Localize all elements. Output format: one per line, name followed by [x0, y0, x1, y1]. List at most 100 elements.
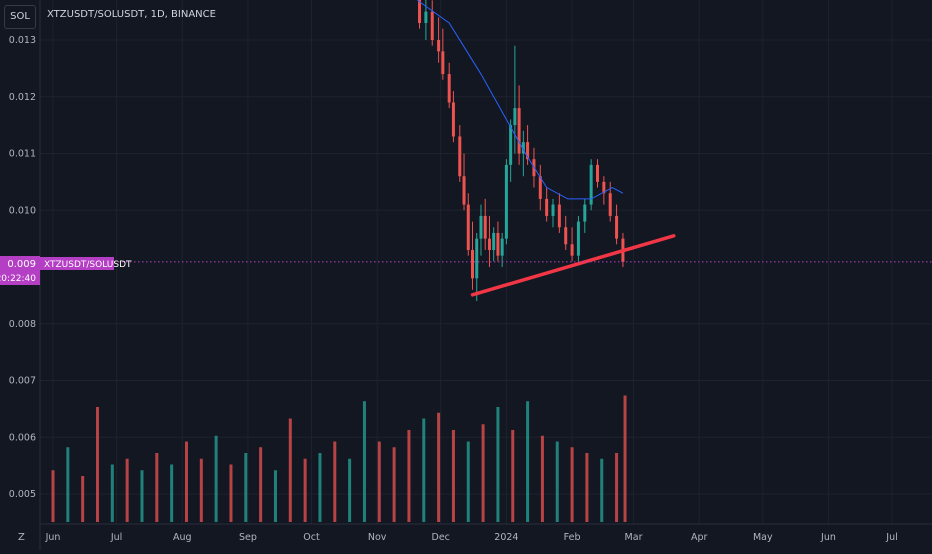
x-tick-label: Feb	[564, 532, 581, 543]
volume-bar	[496, 407, 500, 522]
volume-bar	[407, 430, 411, 522]
volume-bar	[585, 453, 589, 522]
candle-body	[596, 164, 600, 182]
x-tick-label: Apr	[691, 532, 708, 543]
volume-bar	[51, 470, 55, 522]
candle-body	[451, 102, 455, 137]
y-tick-label: 0.013	[9, 35, 36, 46]
volume-bar	[184, 441, 188, 522]
volume-bar	[110, 464, 114, 522]
time-zone-button[interactable]: Z	[18, 532, 25, 543]
y-tick-label: 0.006	[9, 432, 36, 443]
candle-body	[447, 74, 451, 103]
last-price-value: 0.009	[7, 259, 36, 270]
candle-body	[517, 108, 521, 154]
volume-bar	[155, 453, 159, 522]
time-axis[interactable]: Jun Jul Aug Sep Oct Nov Dec 2024 Feb Mar Apr May Jun…	[40, 523, 932, 543]
volume-bar	[140, 470, 144, 522]
x-tick-label: Jun	[820, 532, 836, 543]
volume-bar	[66, 447, 70, 522]
volume-bar	[526, 401, 530, 522]
candle-body	[504, 164, 508, 239]
candle-body	[615, 215, 619, 239]
y-tick-label: 0.008	[9, 319, 36, 330]
volume-bars	[51, 395, 627, 522]
volume-bar	[333, 441, 337, 522]
x-tick-label: Sep	[239, 532, 257, 543]
candle-body	[557, 204, 561, 228]
volume-bar	[540, 435, 544, 522]
price-countdown: 20:22:40	[0, 274, 36, 284]
x-tick-label: Dec	[432, 532, 450, 543]
volume-bar	[437, 412, 441, 522]
candle-body	[466, 204, 470, 250]
candle-body	[441, 51, 445, 75]
y-tick-label: 0.005	[9, 489, 36, 500]
x-tick-label: Aug	[173, 532, 192, 543]
x-tick-label: Jul	[110, 532, 122, 543]
chart-header: SOL XTZUSDT/SOLUSDT, 1D, BINANCE	[0, 0, 932, 30]
chart-title: XTZUSDT/SOLUSDT, 1D, BINANCE	[47, 9, 216, 20]
candle-body	[526, 142, 530, 160]
volume-bar	[392, 447, 396, 522]
candle-body	[513, 108, 517, 126]
candle-body	[538, 176, 542, 199]
volume-bar	[451, 430, 455, 522]
y-tick-label: 0.010	[9, 205, 36, 216]
volume-bar	[214, 435, 218, 522]
y-tick-label: 0.011	[9, 149, 36, 160]
candle-body	[487, 238, 491, 250]
candle-body	[608, 193, 612, 216]
volume-bar	[229, 464, 233, 522]
volume-bar	[623, 395, 627, 522]
candle-body	[589, 164, 593, 205]
candle-body	[492, 232, 496, 250]
candle-body	[496, 232, 500, 256]
support-trendline	[470, 234, 676, 297]
candle-body	[545, 198, 549, 216]
price-marker-symbol: XTZUSDT/SOLUSDT	[44, 260, 132, 270]
x-tick-label: Nov	[368, 532, 387, 543]
symbol-search-button[interactable]: SOL	[4, 5, 36, 29]
candle-body	[509, 125, 513, 165]
volume-bar	[466, 441, 470, 522]
candle-body	[418, 0, 422, 23]
x-tick-label: Jul	[885, 532, 897, 543]
volume-bar	[81, 476, 85, 522]
y-tick-label: 0.007	[9, 376, 36, 387]
volume-bar	[170, 464, 174, 522]
candle-body	[576, 221, 580, 256]
volume-bar	[615, 453, 619, 522]
candle-body	[475, 238, 479, 279]
volume-bar	[199, 458, 203, 522]
trendline-drawing[interactable]	[470, 234, 676, 297]
volume-bar	[422, 418, 426, 522]
volume-bar	[125, 458, 129, 522]
x-tick-label: Jun	[45, 532, 61, 543]
candle-body	[471, 249, 474, 279]
volume-bar	[273, 470, 277, 522]
volume-bar	[570, 447, 574, 522]
candle-body	[479, 215, 483, 239]
candle-body	[602, 181, 606, 194]
candle-body	[551, 204, 555, 216]
volume-bar	[600, 458, 604, 522]
volume-bar	[95, 407, 99, 522]
candle-body	[583, 204, 587, 222]
volume-bar	[481, 424, 485, 522]
x-tick-label: May	[753, 532, 773, 543]
candle-body	[437, 40, 441, 52]
candle-body	[424, 11, 428, 23]
volume-bar	[259, 447, 263, 522]
last-price-marker: 0.009 20:22:40 XTZUSDT/SOLUSDT	[0, 256, 132, 285]
y-tick-label: 0.012	[9, 92, 36, 103]
candle-body	[483, 215, 487, 239]
x-tick-label: Oct	[303, 532, 320, 543]
volume-bar	[362, 401, 366, 522]
volume-bar	[318, 453, 322, 522]
x-tick-label: 2024	[494, 532, 518, 543]
moving-average	[417, 0, 624, 200]
candle-body	[458, 136, 462, 177]
